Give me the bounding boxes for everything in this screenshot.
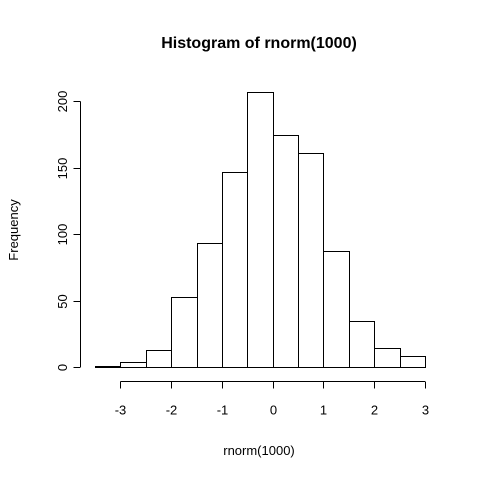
histogram-bar [171, 297, 198, 368]
y-tick-label: 100 [55, 224, 70, 246]
x-tick-label: -3 [115, 403, 127, 418]
histogram-bar [247, 92, 274, 368]
histogram-bar [323, 251, 350, 368]
x-tick-label: -2 [166, 403, 178, 418]
histogram-bar [298, 153, 324, 368]
chart-title: Histogram of rnorm(1000) [161, 35, 357, 52]
y-axis: 0 50 100 150 200 [55, 91, 81, 371]
y-tick-label: 200 [55, 91, 70, 113]
histogram-bar [400, 356, 426, 368]
histogram-bars [95, 92, 426, 368]
x-axis: -3 -2 -1 0 1 2 3 [115, 381, 429, 418]
y-tick-label: 0 [55, 364, 70, 371]
y-tick-label: 50 [55, 294, 70, 308]
histogram-bar [95, 366, 121, 368]
x-tick-label: -1 [217, 403, 229, 418]
x-tick-label: 1 [320, 403, 327, 418]
x-tick-label: 0 [270, 403, 277, 418]
y-tick-label: 150 [55, 158, 70, 180]
histogram-bar [273, 135, 299, 368]
histogram-bar [349, 321, 375, 368]
x-axis-label: rnorm(1000) [223, 443, 295, 458]
x-tick-label: 2 [371, 403, 378, 418]
histogram-bar [374, 348, 401, 368]
histogram-bar [120, 362, 147, 368]
x-tick-label: 3 [422, 403, 429, 418]
y-axis-label: Frequency [6, 199, 21, 261]
histogram-bar [197, 243, 223, 368]
histogram-bar [146, 350, 172, 368]
histogram-bar [222, 172, 248, 368]
